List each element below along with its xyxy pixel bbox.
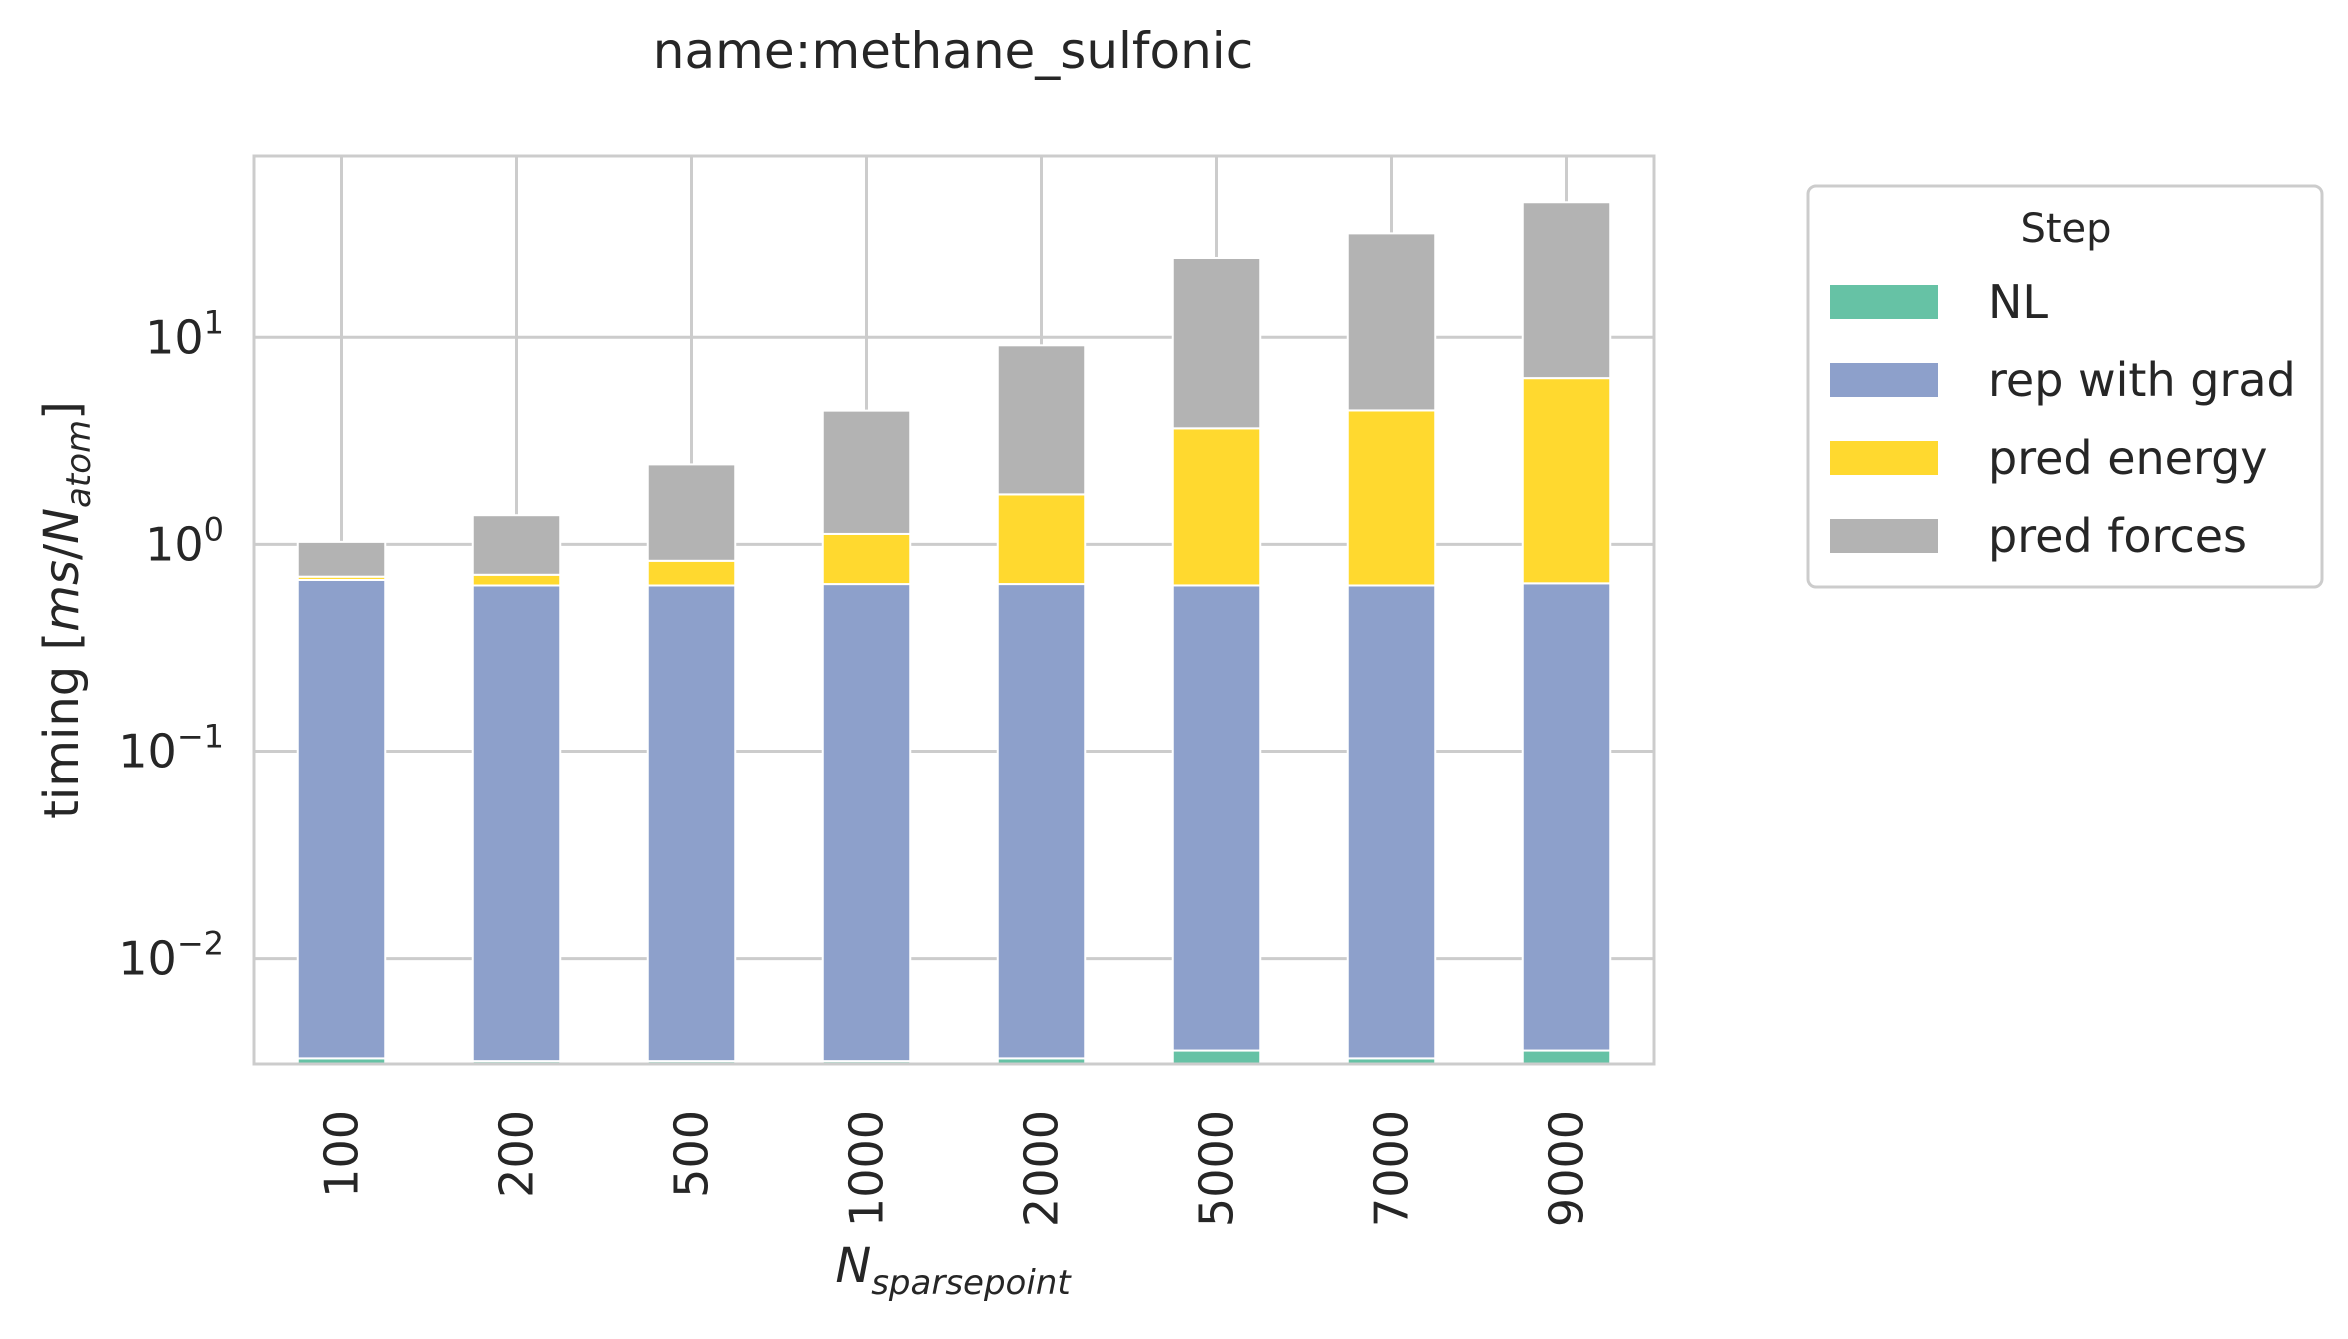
bar-segment <box>821 583 912 1063</box>
legend: Step NL rep with grad pred energy pred forc… <box>1806 184 2324 589</box>
x-tick-label: 1000 <box>840 1110 894 1227</box>
x-tick-labels: 100 200 500 1000 2000 5000 7000 9000 <box>315 1110 1594 1227</box>
bar-segment <box>646 584 737 1063</box>
legend-label: pred forces <box>1988 509 2247 563</box>
legend-swatch <box>1830 519 1938 553</box>
bar-segment <box>1346 409 1437 587</box>
bar-segment <box>1521 377 1612 585</box>
bar-segment <box>821 409 912 535</box>
legend-label: rep with grad <box>1988 353 2296 407</box>
x-tick-label: 200 <box>490 1110 544 1198</box>
legend-swatch <box>1830 285 1938 319</box>
legend-title: Step <box>2020 206 2111 252</box>
bar-segment <box>1171 1049 1262 1065</box>
bar-segment <box>996 583 1087 1060</box>
x-tick-label: 7000 <box>1365 1110 1419 1227</box>
bar-segment <box>1521 201 1612 380</box>
bar-segment <box>471 573 562 587</box>
bar-segment <box>821 532 912 586</box>
plot-frame <box>252 154 1656 1066</box>
bar-segment <box>1346 584 1437 1060</box>
x-tick-label: 2000 <box>1015 1110 1069 1227</box>
legend-items: NL rep with grad pred energy pred forces <box>1830 275 2296 563</box>
y-tick-label: 101 <box>145 303 224 364</box>
y-tick-label: 10−2 <box>118 925 224 986</box>
x-tick-label: 100 <box>315 1110 369 1198</box>
bar-segment <box>1171 427 1262 587</box>
bar-segment <box>646 559 737 587</box>
bar-segment <box>471 584 562 1063</box>
x-tick-label: 5000 <box>1190 1110 1244 1227</box>
bar-segment <box>296 578 387 1060</box>
bar-segment <box>1171 584 1262 1052</box>
bar-segment <box>471 514 562 576</box>
y-axis-label: timing [ms/Natom] <box>34 401 99 819</box>
legend-label: NL <box>1988 275 2048 329</box>
bar-segment <box>296 540 387 578</box>
x-axis-label: Nsparsepoint <box>835 1238 1072 1303</box>
x-tick-label: 500 <box>665 1110 719 1198</box>
y-tick-label: 10−1 <box>118 718 224 779</box>
bar-segment <box>1346 232 1437 412</box>
y-tick-label: 100 <box>145 510 224 571</box>
bar-segment <box>646 463 737 562</box>
legend-swatch <box>1830 363 1938 397</box>
bars <box>296 201 1612 1066</box>
bar-segment <box>996 493 1087 586</box>
bar-segment <box>996 344 1087 496</box>
bar-segment <box>1521 1049 1612 1065</box>
legend-swatch <box>1830 441 1938 475</box>
y-tick-labels: 101 100 10−1 10−2 <box>118 303 224 985</box>
gridlines <box>254 156 1654 1064</box>
legend-label: pred energy <box>1988 431 2268 485</box>
bar-segment <box>1171 256 1262 430</box>
x-tick-label: 9000 <box>1540 1110 1594 1227</box>
bar-segment <box>1521 582 1612 1052</box>
chart-title: name:methane_sulfonic <box>653 22 1253 80</box>
